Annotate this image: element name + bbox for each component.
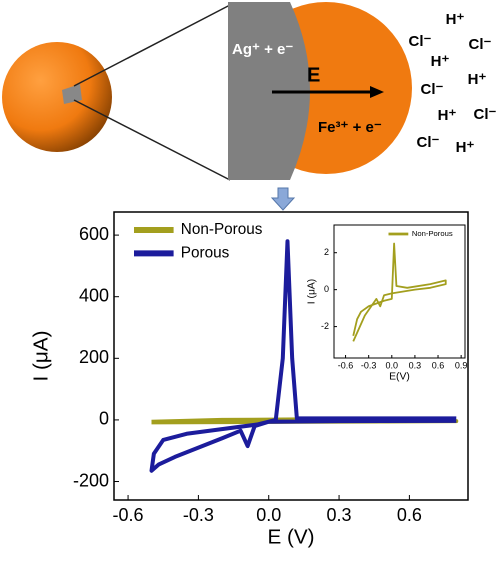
- x-tick-label: 0.6: [432, 360, 445, 370]
- ion-label: Cl⁻: [474, 106, 497, 123]
- legend-label: Non-Porous: [181, 221, 263, 238]
- y-tick-label: 2: [324, 247, 329, 257]
- y-axis-title: I (μA): [29, 331, 52, 382]
- y-tick-label: 600: [79, 224, 109, 244]
- x-tick-label: 0.6: [397, 505, 422, 525]
- y-tick-label: -2: [321, 321, 329, 331]
- x-tick-label: 0.0: [256, 505, 281, 525]
- cone: [62, 84, 82, 104]
- x-tick-label: -0.6: [338, 360, 354, 370]
- x-tick-label: 0.3: [409, 360, 422, 370]
- y-tick-label: 400: [79, 285, 109, 305]
- schematic-label: E: [307, 64, 320, 86]
- series-line: [352, 242, 447, 342]
- x-tick-label: 0.9: [455, 360, 468, 370]
- y-tick-label: 0: [99, 409, 109, 429]
- legend-label: Porous: [181, 244, 230, 261]
- x-tick-label: -0.3: [361, 360, 377, 370]
- legend-label: Non-Porous: [412, 229, 453, 238]
- arrowhead: [370, 86, 384, 98]
- ion-label: Cl⁻: [469, 36, 492, 53]
- x-axis-title: E (V): [267, 525, 314, 548]
- ion-label: H⁺: [468, 71, 487, 88]
- zoom-line: [73, 4, 231, 87]
- y-axis-title: I (μA): [307, 279, 318, 305]
- ion-label: H⁺: [456, 139, 475, 156]
- ion-label: Cl⁻: [417, 134, 440, 151]
- schematic: [2, 2, 412, 211]
- x-tick-label: 0.0: [386, 360, 399, 370]
- x-axis-title: E(V): [389, 372, 410, 383]
- x-tick-label: -0.3: [183, 505, 214, 525]
- ion-label: H⁺: [438, 107, 457, 124]
- ion-label: H⁺: [431, 53, 450, 70]
- y-tick-label: 200: [79, 347, 109, 367]
- zoom-line: [73, 99, 231, 181]
- ion-label: H⁺: [446, 11, 465, 28]
- x-tick-label: -0.6: [113, 505, 144, 525]
- down-arrow: [270, 187, 296, 211]
- ag-region: [228, 2, 310, 180]
- x-tick-label: 0.3: [327, 505, 352, 525]
- schematic-label: Ag⁺ + e⁻: [232, 41, 293, 58]
- series-line: [149, 239, 457, 473]
- y-tick-label: -200: [73, 470, 109, 490]
- ion-label: Cl⁻: [421, 81, 444, 98]
- sphere: [2, 42, 112, 152]
- schematic-label: Fe³⁺ + e⁻: [318, 119, 382, 136]
- y-tick-label: 0: [324, 284, 329, 294]
- ion-label: Cl⁻: [409, 33, 432, 50]
